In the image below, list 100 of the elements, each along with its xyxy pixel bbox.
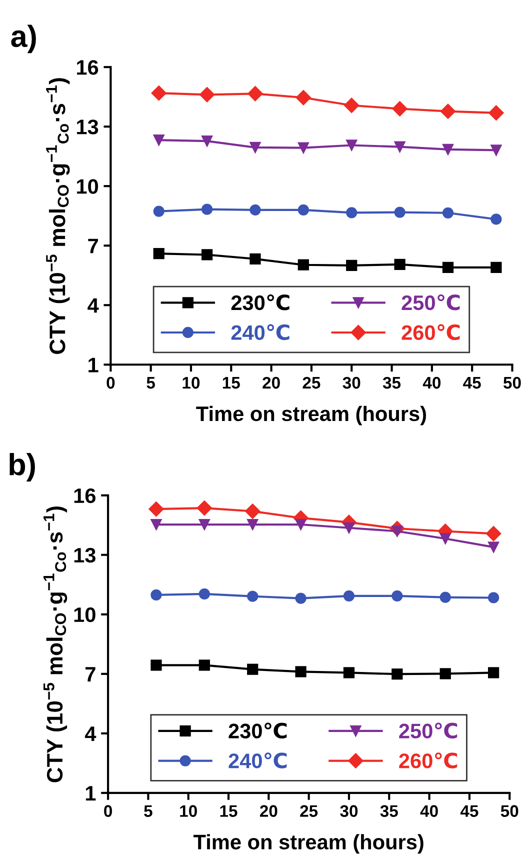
- point: [298, 142, 309, 154]
- x-tick-label: 35: [382, 376, 401, 389]
- x-tick-label: 20: [260, 805, 278, 817]
- x-tick-label: 35: [380, 805, 398, 817]
- chart-title: a): [11, 24, 36, 54]
- point: [199, 87, 215, 102]
- point: [150, 589, 162, 600]
- legend-label: 260℃: [402, 324, 460, 340]
- point: [198, 518, 210, 530]
- point: [392, 101, 408, 116]
- x-tick-label: 25: [300, 805, 318, 817]
- text: CTY (10$^{−5}$ mol$_{CO}$·g$^{−1}$$_{Co}$·s$^{−1}$): [46, 78, 70, 354]
- point: [295, 666, 306, 678]
- point: [343, 590, 355, 602]
- y-tick-label: 7: [88, 238, 98, 254]
- point: [247, 664, 258, 675]
- point: [490, 144, 502, 156]
- legend-label: 240℃: [231, 324, 290, 340]
- point: [440, 668, 451, 680]
- y-tick-label: 10: [77, 179, 98, 194]
- point: [198, 588, 210, 600]
- point: [490, 214, 502, 225]
- x-tick-label: 45: [460, 805, 478, 817]
- point: [153, 134, 164, 146]
- y-tick-label: 13: [77, 120, 98, 134]
- point: [346, 140, 358, 151]
- point: [440, 592, 451, 603]
- legend-label: 230℃: [228, 722, 287, 739]
- y-tick-label: 4: [84, 726, 96, 741]
- x-tick-label: 25: [302, 376, 320, 389]
- y-tick-label: 7: [86, 667, 96, 682]
- point: [298, 204, 309, 216]
- point: [343, 522, 355, 534]
- point: [150, 518, 162, 530]
- point: [153, 248, 164, 260]
- y-tick-label: 4: [88, 298, 99, 313]
- point: [247, 518, 258, 530]
- point: [201, 136, 213, 147]
- point: [488, 542, 500, 553]
- point: [151, 85, 166, 101]
- point: [442, 262, 454, 273]
- legend-label: 250℃: [402, 294, 460, 310]
- point: [250, 204, 261, 216]
- x-tick-label: 10: [180, 805, 197, 817]
- point: [486, 526, 502, 542]
- x-tick-label: 15: [220, 805, 238, 817]
- point: [250, 253, 261, 264]
- x-tick-label: 5: [146, 377, 155, 389]
- point: [394, 258, 406, 270]
- point: [196, 500, 212, 516]
- point: [296, 90, 311, 106]
- x-tick-label: 30: [342, 376, 360, 389]
- point: [298, 259, 309, 270]
- point: [201, 204, 213, 215]
- point: [440, 533, 451, 544]
- x-tick-label: 45: [463, 377, 481, 389]
- point: [148, 501, 164, 517]
- point: [440, 104, 456, 119]
- point: [247, 590, 258, 602]
- x-tick-label: 0: [104, 805, 112, 817]
- x-tick-label: 10: [182, 376, 200, 389]
- point: [346, 260, 358, 272]
- point: [490, 262, 502, 273]
- text: CTY (10$^{−5}$ mol$_{CO}$·g$^{−1}$$_{Co}$·s$^{−1}$): [44, 506, 68, 782]
- x-axis-title: Time on stream (hours): [193, 834, 424, 854]
- point: [295, 592, 306, 604]
- y-tick-label: 16: [74, 488, 96, 504]
- legend-label: 250℃: [399, 722, 458, 739]
- point: [201, 249, 213, 260]
- y-tick-label: 1: [88, 358, 98, 372]
- point: [392, 668, 403, 680]
- point: [344, 98, 360, 113]
- x-tick-label: 5: [144, 805, 152, 817]
- point: [250, 142, 261, 153]
- point: [198, 660, 210, 671]
- point: [392, 590, 403, 602]
- point: [248, 86, 263, 102]
- x-tick-label: 0: [106, 376, 115, 389]
- x-tick-label: 15: [222, 377, 240, 389]
- point: [488, 667, 500, 678]
- y-tick-label: 16: [77, 60, 98, 75]
- point: [488, 105, 504, 120]
- legend-label: 240℃: [228, 752, 287, 768]
- point: [394, 141, 406, 152]
- x-tick-label: 50: [500, 805, 518, 817]
- legend-label: 260℃: [399, 752, 458, 768]
- point: [153, 206, 164, 217]
- point: [346, 207, 358, 218]
- chart-title: b): [10, 452, 35, 482]
- point: [245, 504, 260, 519]
- point: [442, 207, 454, 218]
- x-tick-label: 40: [422, 376, 441, 389]
- y-tick-label: 13: [74, 548, 96, 563]
- x-tick-label: 50: [503, 376, 521, 389]
- x-axis-title: Time on stream (hours): [196, 406, 426, 426]
- point: [343, 667, 355, 678]
- point: [394, 206, 406, 218]
- point: [295, 518, 306, 530]
- y-tick-label: 10: [74, 607, 96, 622]
- point: [150, 660, 162, 671]
